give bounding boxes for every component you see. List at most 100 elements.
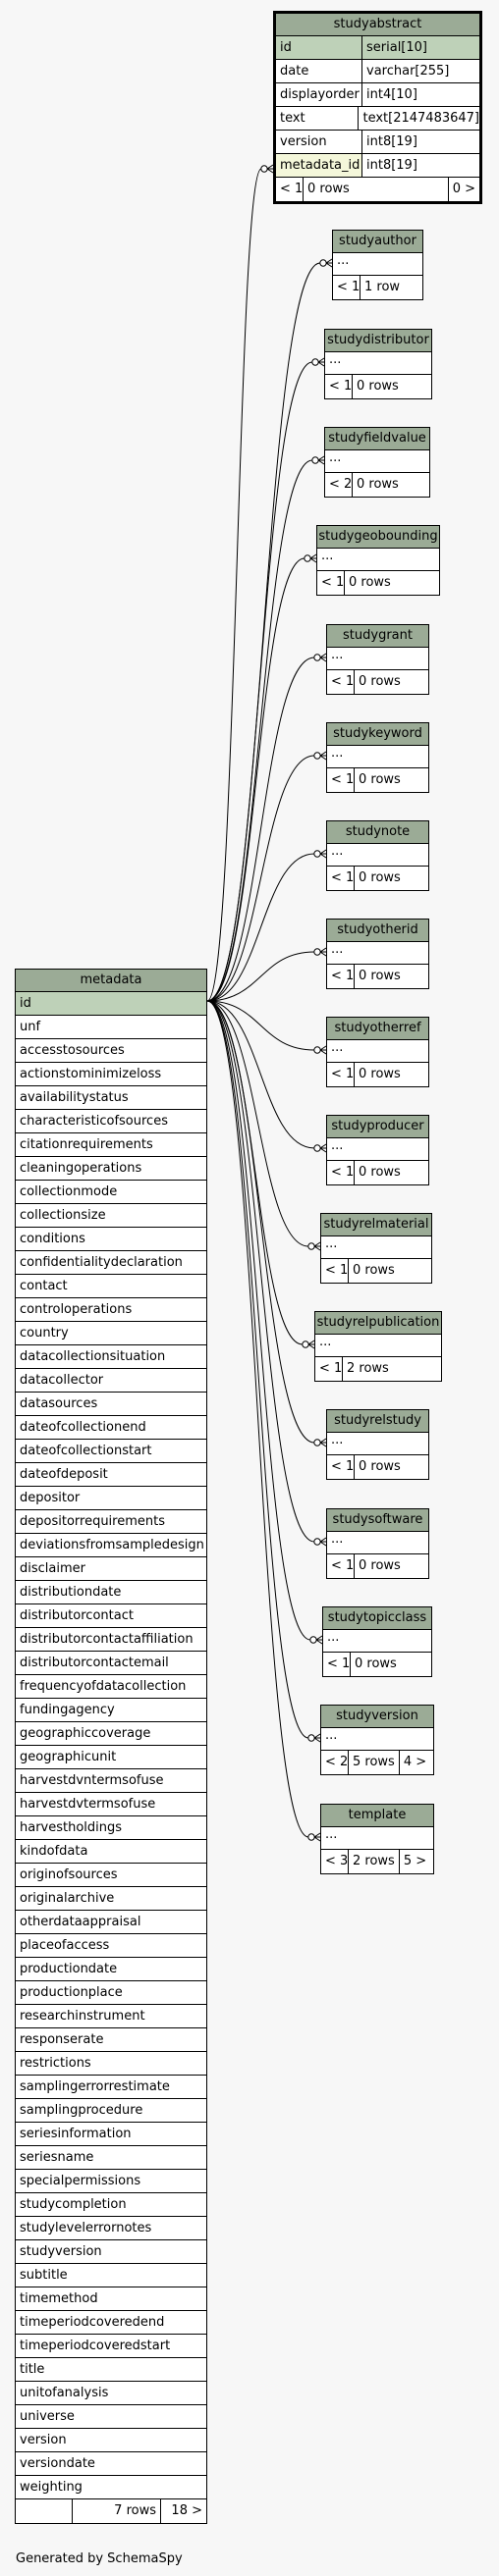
column-row[interactable]: distributorcontact bbox=[16, 1604, 206, 1628]
children-count[interactable]: 5 > bbox=[403, 1854, 427, 1868]
column-row[interactable]: harvestdvtermsofuse bbox=[16, 1793, 206, 1816]
parents-count[interactable]: < 1 bbox=[327, 768, 355, 792]
column-row[interactable]: responserate bbox=[16, 2028, 206, 2052]
parents-count[interactable]: < 1 bbox=[327, 965, 355, 988]
parents-count[interactable]: < 1 bbox=[327, 1063, 355, 1086]
parents-count[interactable]: < 1 bbox=[325, 375, 353, 398]
column-row[interactable]: fundingagency bbox=[16, 1699, 206, 1722]
column-row[interactable]: dateofcollectionend bbox=[16, 1416, 206, 1440]
column-row[interactable]: placeofaccess bbox=[16, 1934, 206, 1958]
column-row[interactable]: confidentialitydeclaration bbox=[16, 1251, 206, 1275]
column-row[interactable]: country bbox=[16, 1322, 206, 1345]
table-studygrant[interactable]: studygrant... < 1 0 rows bbox=[326, 624, 429, 695]
column-row[interactable]: studylevelerrornotes bbox=[16, 2217, 206, 2240]
column-row[interactable]: originalarchive bbox=[16, 1887, 206, 1911]
children-count[interactable]: 4 > bbox=[403, 1755, 427, 1769]
column-row[interactable]: weighting bbox=[16, 2476, 206, 2499]
column-row[interactable]: disclaimer bbox=[16, 1557, 206, 1581]
column-row[interactable]: frequencyofdatacollection bbox=[16, 1675, 206, 1699]
table-studygeobounding[interactable]: studygeobounding... < 1 0 rows bbox=[316, 525, 440, 596]
table-studytopicclass[interactable]: studytopicclass... < 1 0 rows bbox=[322, 1606, 432, 1677]
column-row[interactable]: distributorcontactemail bbox=[16, 1652, 206, 1675]
column-row[interactable]: dateofcollectionstart bbox=[16, 1440, 206, 1463]
column-row[interactable]: unf bbox=[16, 1016, 206, 1039]
table-studykeyword[interactable]: studykeyword... < 1 0 rows bbox=[326, 722, 429, 793]
table-studyauthor[interactable]: studyauthor... < 1 1 row bbox=[332, 230, 423, 300]
column-row[interactable]: unitofanalysis bbox=[16, 2382, 206, 2405]
parents-count[interactable]: < 1 bbox=[333, 276, 360, 299]
column-row[interactable]: researchinstrument bbox=[16, 2005, 206, 2028]
column-row[interactable]: samplingerrorrestimate bbox=[16, 2076, 206, 2099]
column-row[interactable]: timeperiodcoveredend bbox=[16, 2311, 206, 2335]
parents-count[interactable]: < 1 bbox=[327, 1554, 355, 1578]
column-row[interactable]: metadata_id int8[19] bbox=[276, 154, 479, 178]
table-studyrelmaterial[interactable]: studyrelmaterial... < 1 0 rows bbox=[320, 1213, 432, 1284]
column-row[interactable]: datasources bbox=[16, 1393, 206, 1416]
column-row[interactable]: text text[2147483647] bbox=[276, 107, 479, 131]
column-row[interactable]: id serial[10] bbox=[276, 36, 479, 60]
column-row[interactable]: title bbox=[16, 2358, 206, 2382]
column-row[interactable]: date varchar[255] bbox=[276, 60, 479, 83]
parents-count[interactable]: < 1 bbox=[327, 1161, 355, 1184]
column-row[interactable]: characteristicofsources bbox=[16, 1110, 206, 1133]
column-row[interactable]: distributiondate bbox=[16, 1581, 206, 1604]
parents-count[interactable]: < 1 bbox=[321, 1259, 349, 1283]
children-count[interactable]: 0 > bbox=[452, 182, 475, 196]
table-studysoftware[interactable]: studysoftware... < 1 0 rows bbox=[326, 1508, 429, 1579]
column-row[interactable]: geographicunit bbox=[16, 1746, 206, 1769]
table-studyotherid[interactable]: studyotherid... < 1 0 rows bbox=[326, 919, 429, 989]
column-row[interactable]: studyversion bbox=[16, 2240, 206, 2264]
column-row[interactable]: universe bbox=[16, 2405, 206, 2429]
parents-count[interactable]: < 3 bbox=[321, 1850, 349, 1873]
parents-count[interactable]: < 2 bbox=[325, 473, 353, 497]
column-row[interactable]: seriesname bbox=[16, 2146, 206, 2170]
column-row[interactable]: depositorrequirements bbox=[16, 1510, 206, 1534]
table-studyrelstudy[interactable]: studyrelstudy... < 1 0 rows bbox=[326, 1409, 429, 1480]
parents-count[interactable]: < 1 bbox=[317, 571, 345, 595]
column-row[interactable]: conditions bbox=[16, 1228, 206, 1251]
column-row[interactable]: timemethod bbox=[16, 2287, 206, 2311]
column-row[interactable]: collectionmode bbox=[16, 1181, 206, 1204]
column-row[interactable]: kindofdata bbox=[16, 1840, 206, 1864]
parents-count[interactable]: < 1 bbox=[327, 1455, 355, 1479]
column-row[interactable]: displayorder int4[10] bbox=[276, 83, 479, 107]
column-row[interactable]: harvestdvntermsofuse bbox=[16, 1769, 206, 1793]
column-row[interactable]: availabilitystatus bbox=[16, 1086, 206, 1110]
column-row[interactable]: version int8[19] bbox=[276, 131, 479, 154]
column-row[interactable]: subtitle bbox=[16, 2264, 206, 2287]
column-row[interactable]: cleaningoperations bbox=[16, 1157, 206, 1181]
column-row[interactable]: originofsources bbox=[16, 1864, 206, 1887]
column-row[interactable]: studycompletion bbox=[16, 2193, 206, 2217]
column-row[interactable]: timeperiodcoveredstart bbox=[16, 2335, 206, 2358]
column-row[interactable]: accesstosources bbox=[16, 1039, 206, 1063]
column-row[interactable]: geographiccoverage bbox=[16, 1722, 206, 1746]
column-row[interactable]: samplingprocedure bbox=[16, 2099, 206, 2123]
children-count[interactable]: 18 > bbox=[171, 2503, 202, 2518]
parents-count[interactable]: < 1 bbox=[327, 670, 355, 694]
column-row[interactable]: distributorcontactaffiliation bbox=[16, 1628, 206, 1652]
column-row[interactable]: citationrequirements bbox=[16, 1133, 206, 1157]
table-metadata[interactable]: metadata id unf accesstosources actionstomi… bbox=[15, 969, 207, 2524]
parents-count[interactable]: < 1 bbox=[276, 178, 304, 201]
column-row[interactable]: datacollector bbox=[16, 1369, 206, 1393]
column-row[interactable]: contact bbox=[16, 1275, 206, 1298]
column-row[interactable]: versiondate bbox=[16, 2452, 206, 2476]
column-row[interactable]: collectionsize bbox=[16, 1204, 206, 1228]
table-studyotherref[interactable]: studyotherref... < 1 0 rows bbox=[326, 1017, 429, 1087]
column-row[interactable]: productionplace bbox=[16, 1981, 206, 2005]
parents-count[interactable]: < 1 bbox=[327, 867, 355, 890]
table-studynote[interactable]: studynote... < 1 0 rows bbox=[326, 820, 429, 891]
parents-count[interactable]: < 1 bbox=[315, 1357, 343, 1381]
column-row[interactable]: otherdataappraisal bbox=[16, 1911, 206, 1934]
parents-count[interactable]: < 2 bbox=[321, 1751, 349, 1774]
column-row[interactable]: seriesinformation bbox=[16, 2123, 206, 2146]
column-row[interactable]: harvestholdings bbox=[16, 1816, 206, 1840]
column-row[interactable]: controloperations bbox=[16, 1298, 206, 1322]
table-studyrelpublication[interactable]: studyrelpublication... < 1 2 rows bbox=[314, 1311, 442, 1382]
column-row[interactable]: deviationsfromsampledesign bbox=[16, 1534, 206, 1557]
column-row[interactable]: id bbox=[16, 992, 206, 1016]
column-row[interactable]: depositor bbox=[16, 1487, 206, 1510]
column-row[interactable]: specialpermissions bbox=[16, 2170, 206, 2193]
